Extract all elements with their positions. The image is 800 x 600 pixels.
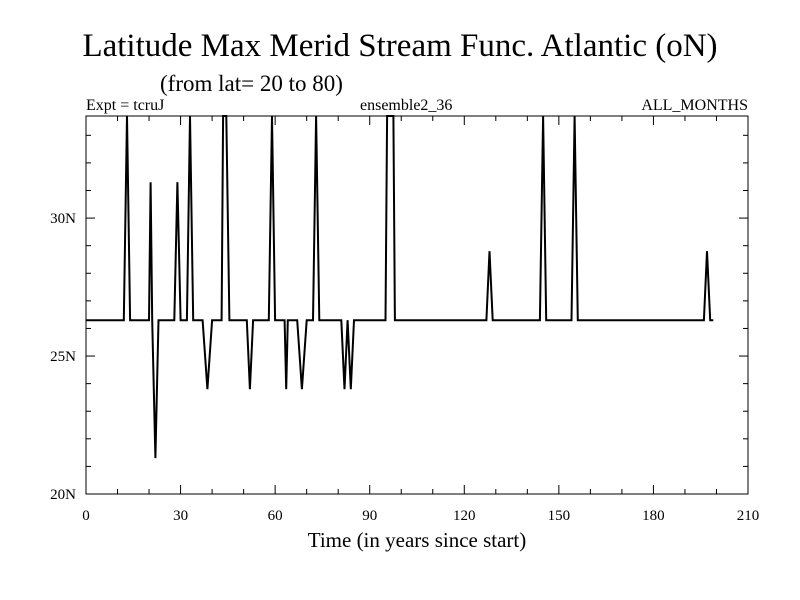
y-tick-label: 25N [50, 349, 76, 365]
x-axis-label: Time (in years since start) [308, 528, 527, 552]
y-tick-label: 30N [50, 211, 76, 227]
chart-subtitle: (from lat= 20 to 80) [160, 71, 343, 96]
x-tick-label: 30 [173, 508, 188, 524]
x-tick-label: 180 [642, 508, 665, 524]
x-tick-label: 90 [362, 508, 377, 524]
axis-tick-labels: 0 30 60 90 120 150 180 210 20N 25N 30N [50, 211, 759, 524]
x-tick-label: 120 [453, 508, 476, 524]
months-label: ALL_MONTHS [641, 97, 748, 114]
x-tick-label: 150 [548, 508, 571, 524]
chart-title: Latitude Max Merid Stream Func. Atlantic… [82, 28, 718, 64]
plot-frame [85, 115, 749, 495]
x-tick-label: 0 [82, 508, 90, 524]
expt-label: Expt = tcruJ [86, 97, 165, 114]
axis-ticks [85, 116, 749, 495]
x-tick-label: 60 [268, 508, 283, 524]
series-line [86, 115, 714, 459]
y-tick-label: 20N [50, 487, 76, 503]
ensemble-label: ensemble2_36 [360, 97, 453, 114]
x-tick-label: 210 [737, 508, 760, 524]
